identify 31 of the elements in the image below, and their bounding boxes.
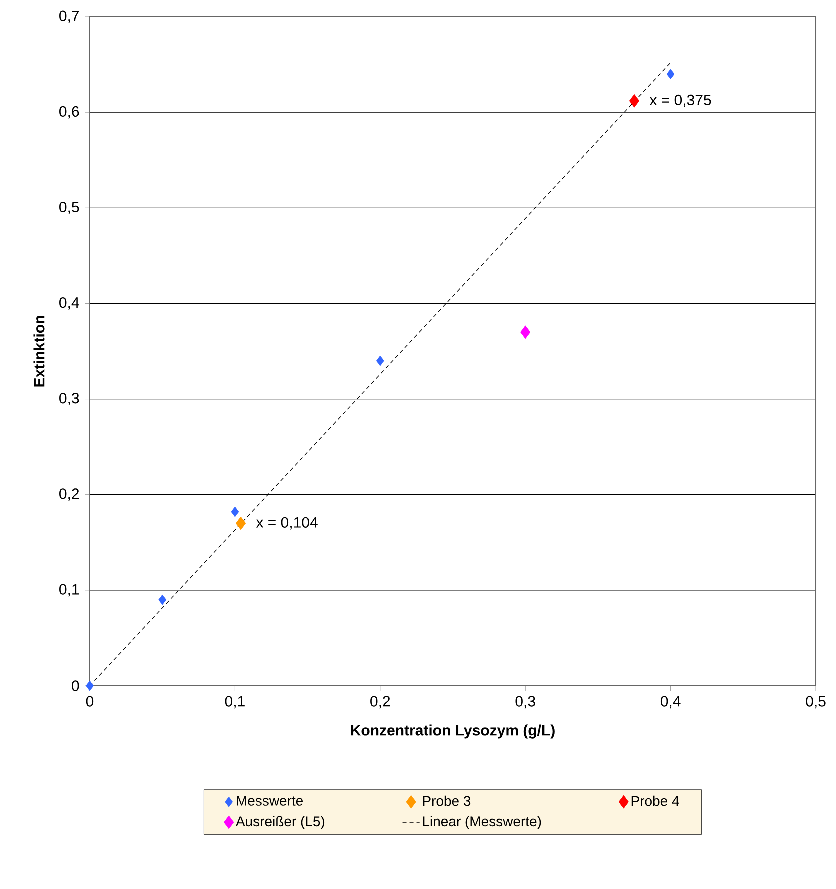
point [236,516,246,530]
annotation: x = 0,375 [650,94,712,108]
y-tick-label: 0 [72,680,80,692]
x-tick-label: 0,4 [660,696,681,709]
point [520,326,531,340]
point [666,69,675,80]
y-tick-label: 0,5 [60,202,80,214]
legend-label: Probe 4 [632,796,680,806]
x-tick-label: 0 [86,696,94,707]
point [158,594,167,606]
point [86,680,94,692]
annotation: x = 0,104 [256,517,318,530]
y-tick-label: 0,6 [60,106,80,119]
legend-label: Probe 3 [423,796,471,806]
point [629,94,640,108]
y-axis-title: Extinktion [34,316,45,387]
y-tick-label: 0,3 [60,393,80,406]
x-tick-label: 0,5 [806,696,826,709]
y-tick-label: 0,7 [60,10,80,24]
legend-label: Ausreißer (L5) [236,816,325,830]
y-tick-label: 0,1 [60,584,80,597]
point [231,506,240,518]
y-tick-label: 0,2 [60,488,80,502]
x-tick-label: 0,1 [225,696,245,709]
legend-label: Messwerte [237,796,304,806]
x-tick-label: 0,3 [516,696,536,709]
legend-label: Linear (Messwerte) [423,816,542,830]
x-axis-title: Konzentration Lysozym (g/L) [351,724,555,739]
y-tick-label: 0,4 [60,298,80,310]
x-tick-label: 0,2 [370,696,390,709]
point [376,356,384,366]
